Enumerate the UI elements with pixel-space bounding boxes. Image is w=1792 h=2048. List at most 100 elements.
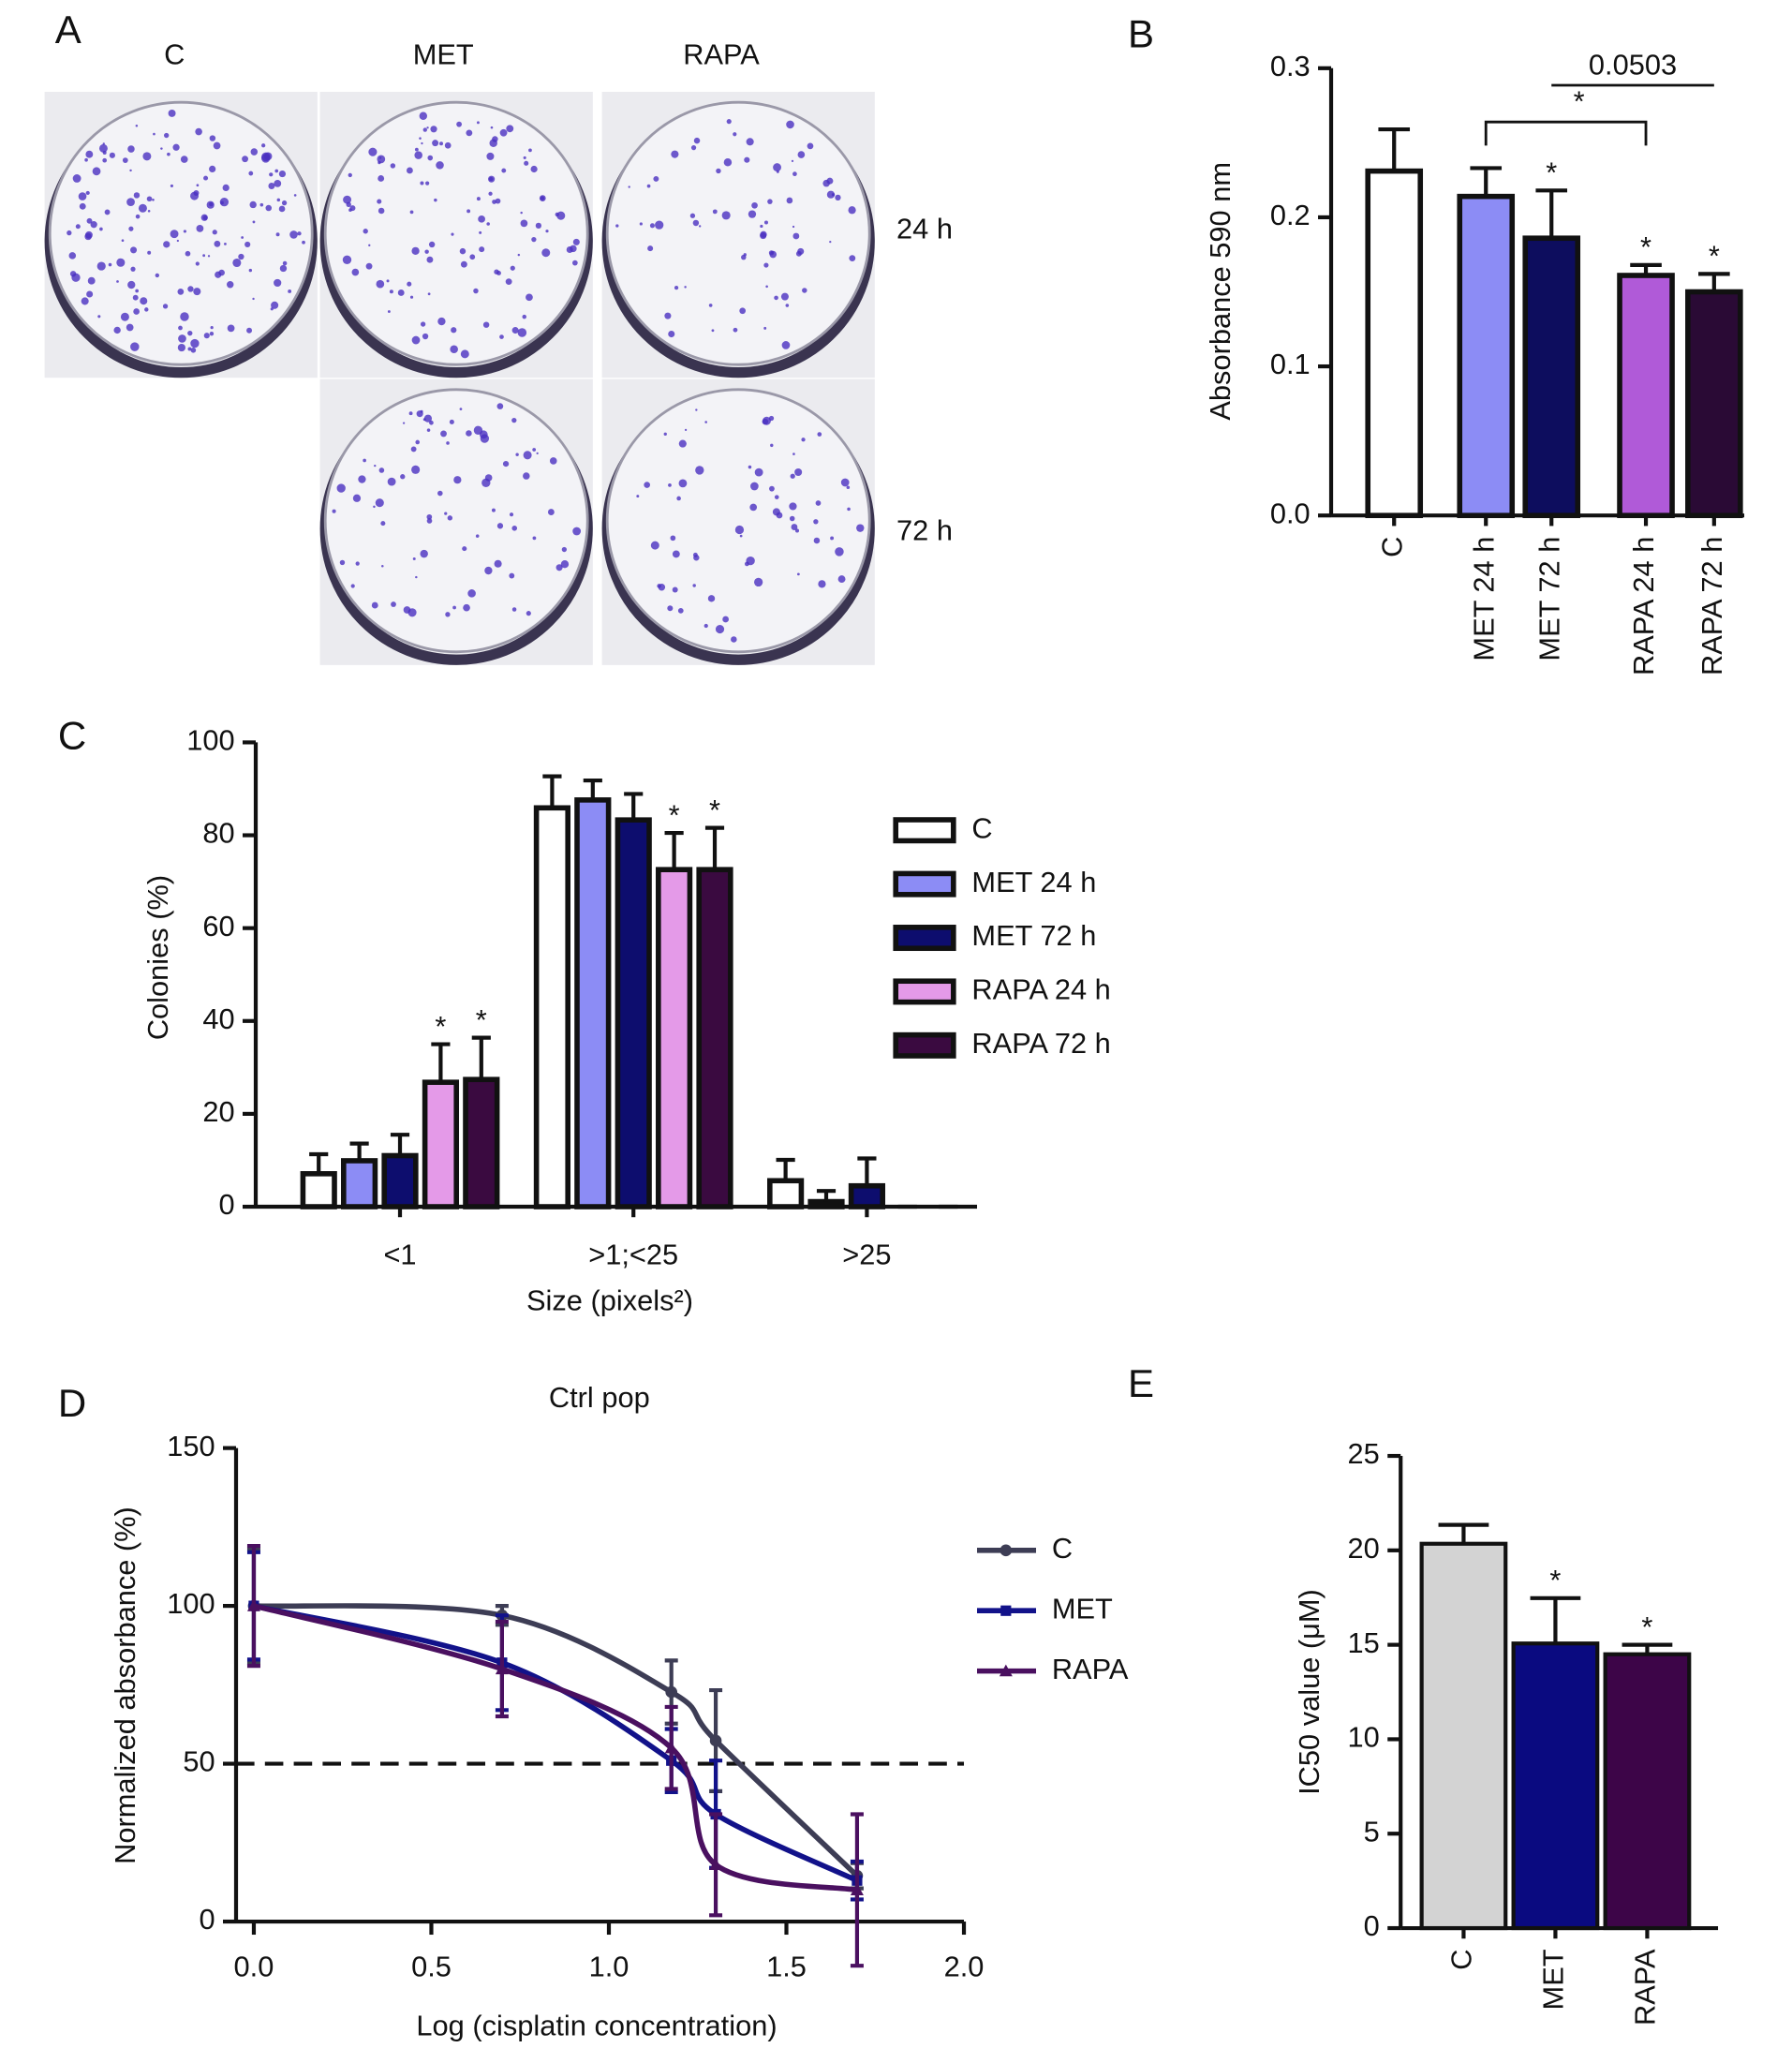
colony-dot [692, 552, 698, 557]
colony-dot [796, 572, 800, 576]
error-bar [1698, 272, 1730, 292]
colony-dot [760, 232, 767, 240]
colony-dot [768, 250, 775, 256]
colony-dot [177, 288, 185, 295]
colony-dot [748, 465, 752, 469]
colony-dot [271, 301, 279, 309]
colony-dot [278, 170, 287, 178]
colony-dot [698, 225, 702, 228]
colony-dot [495, 198, 501, 204]
colony-dot [459, 408, 463, 411]
colony-dot [81, 297, 89, 305]
colony-dot [419, 111, 428, 120]
colony-dot [387, 477, 396, 486]
legend-swatch [893, 817, 956, 844]
column-label: C [164, 37, 185, 70]
colony-dot [407, 281, 412, 287]
colony-dot [664, 312, 672, 319]
colony-dot [133, 192, 141, 199]
colony-dot [420, 549, 428, 558]
x-tick-label: C [1445, 1949, 1478, 1969]
error-bar [431, 1042, 451, 1083]
colony-dot [342, 255, 352, 264]
bar [381, 1152, 419, 1210]
error-bar [1470, 166, 1503, 197]
colony-dot [68, 252, 77, 260]
plate [48, 100, 314, 366]
colony-dot [350, 584, 355, 588]
x-tick-label: 1.5 [766, 1951, 807, 1983]
bar [807, 1198, 845, 1210]
significance-mark: * [1546, 156, 1557, 189]
colony-dot [178, 325, 183, 331]
colony-dot [572, 527, 582, 536]
colony-dot [209, 165, 216, 173]
colony-dot [726, 119, 732, 125]
colony-dot [650, 541, 659, 550]
bar [656, 867, 693, 1210]
colony-dot [425, 181, 430, 186]
colony-dot [348, 172, 352, 178]
panel-label: D [58, 1381, 86, 1425]
colony-dot [297, 231, 302, 236]
y-tick-label: 25 [1348, 1437, 1380, 1470]
colony-dot [496, 523, 504, 529]
row-label: 24 h [896, 213, 953, 245]
colony-dot [332, 509, 336, 513]
colony-dot [163, 241, 170, 248]
error-bar [857, 1156, 877, 1186]
colony-dot [539, 195, 546, 201]
colony-dot [87, 276, 96, 285]
colony-dot [170, 184, 173, 187]
colony-dot [415, 575, 418, 579]
colony-dot [113, 326, 121, 334]
colony-dot [269, 172, 274, 177]
colony-dot [202, 254, 206, 258]
colony-dot [178, 334, 186, 343]
colony-dot [241, 236, 244, 239]
colony-dot [242, 156, 248, 163]
bar [1511, 1641, 1600, 1931]
colony-dot [102, 157, 108, 163]
y-tick-label: 0.1 [1270, 348, 1311, 380]
colony-dot [760, 224, 763, 229]
error-bar [349, 1141, 369, 1161]
colony-dot [218, 269, 225, 276]
x-tick-label: MET [1537, 1949, 1570, 2010]
colony-dot [531, 236, 537, 243]
colony-dot [763, 326, 767, 330]
colony-dot [547, 509, 555, 516]
bar [422, 1079, 460, 1210]
colony-dot [250, 148, 259, 156]
colony-dot [572, 260, 578, 266]
colony-dot [446, 441, 450, 445]
colony-dot [646, 184, 651, 188]
legend-label: C [1052, 1532, 1073, 1565]
colony-dot [523, 472, 530, 480]
colony-dot [209, 135, 216, 141]
colony-dot [147, 250, 152, 255]
colony-dot [146, 196, 153, 202]
colony-dot [153, 132, 156, 136]
colony-dot [351, 268, 360, 276]
marker [665, 1685, 677, 1699]
colony-dot [172, 143, 180, 151]
colony-dot [677, 608, 684, 614]
colony-dot [130, 246, 138, 254]
colony-dot [453, 476, 462, 484]
x-tick-label: 1.0 [589, 1951, 629, 1983]
colony-dot [444, 141, 452, 149]
colony-dot [430, 126, 437, 133]
colony-dot [135, 289, 140, 293]
colony-dot [104, 209, 111, 215]
colony-dot [203, 333, 210, 339]
colony-dot [371, 601, 378, 609]
colony-dot [428, 241, 436, 248]
colony-dot [128, 226, 134, 231]
colony-dot [791, 159, 794, 163]
colony-dot [708, 304, 713, 307]
colony-dot [524, 160, 529, 166]
significance-mark: * [669, 798, 680, 831]
colony-dot [213, 141, 221, 150]
colony-dot [424, 249, 429, 254]
